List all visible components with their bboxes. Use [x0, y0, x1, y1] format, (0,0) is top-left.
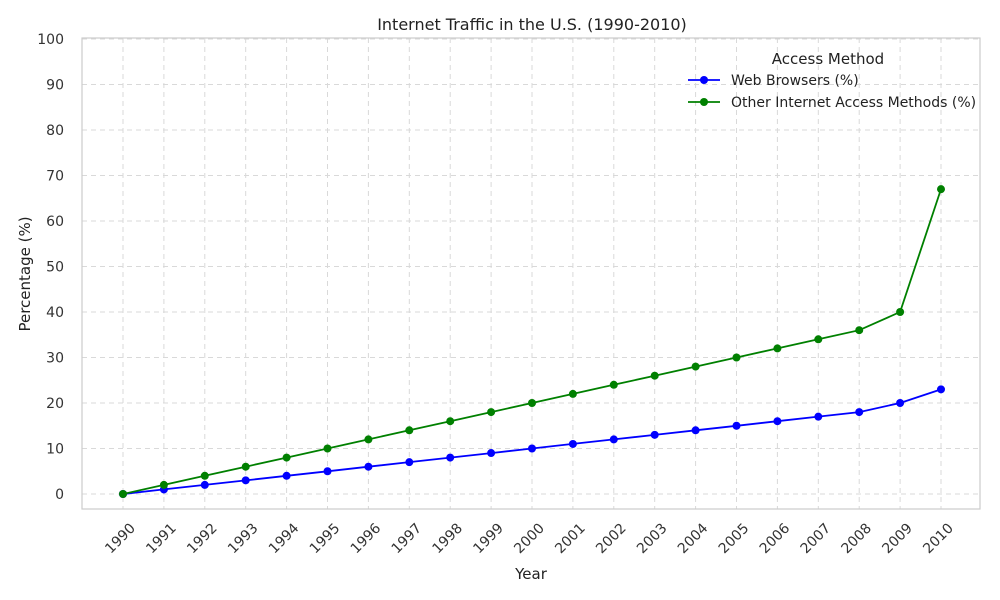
x-tick-label: 2006: [757, 520, 794, 557]
x-tick-label: 1996: [348, 520, 385, 557]
data-point: [773, 417, 782, 426]
data-point: [691, 362, 700, 371]
data-point: [241, 462, 250, 471]
data-point: [364, 435, 373, 444]
data-point: [814, 335, 823, 344]
data-point: [405, 426, 414, 435]
data-point: [200, 480, 209, 489]
grid: [82, 38, 980, 509]
data-point: [487, 408, 496, 417]
series-layer: [119, 185, 945, 498]
y-tick-label: 0: [55, 487, 64, 503]
x-tick-label: 1990: [102, 521, 139, 558]
legend: Access Method Web Browsers (%) Other Inte…: [688, 50, 976, 111]
y-tick-label: 80: [46, 123, 64, 139]
legend-title: Access Method: [772, 50, 884, 68]
x-tick-label: 2009: [879, 521, 916, 558]
data-point: [937, 185, 945, 194]
y-tick-label: 90: [46, 78, 64, 94]
data-point: [282, 453, 291, 462]
data-point: [814, 412, 823, 421]
x-tick-label: 1998: [430, 521, 467, 558]
data-point: [773, 344, 782, 353]
data-point: [528, 399, 536, 407]
data-point: [855, 408, 864, 417]
data-point: [528, 444, 536, 453]
data-point: [937, 385, 945, 394]
series-2: [119, 185, 945, 498]
x-tick-label: 1997: [389, 521, 426, 558]
x-tick-label: 2005: [716, 521, 753, 558]
y-tick-label: 100: [37, 32, 64, 48]
y-tick-label: 10: [46, 442, 64, 458]
data-point: [650, 371, 659, 380]
x-tick-label: 2004: [675, 520, 712, 557]
x-tick-label: 2007: [798, 521, 835, 558]
x-tick-label: 2008: [839, 521, 876, 558]
data-point: [650, 430, 659, 439]
data-point: [364, 462, 373, 471]
y-tick-label: 20: [46, 396, 64, 412]
y-axis-label: Percentage (%): [16, 216, 34, 331]
x-tick-label: 1992: [184, 521, 221, 558]
data-point: [446, 453, 455, 462]
legend-swatch-marker: [700, 76, 708, 84]
y-tick-label: 40: [46, 305, 64, 321]
x-tick-label: 2001: [552, 521, 589, 558]
x-tick-labels: 1990 1991 1992 1993 1994 1995 1996 1997 1998 1999…: [102, 520, 957, 557]
legend-label: Other Internet Access Methods (%): [731, 95, 976, 111]
x-tick-label: 2002: [593, 521, 630, 558]
x-tick-label: 1999: [470, 521, 507, 558]
x-tick-label: 1993: [225, 521, 262, 558]
y-tick-labels: 0 10 20 30 40 50 60 70 80 90 100: [37, 32, 64, 503]
data-point: [405, 458, 414, 467]
legend-items: Web Browsers (%) Other Internet Access Me…: [688, 73, 976, 111]
data-point: [732, 421, 741, 430]
legend-swatch-marker: [700, 98, 708, 106]
data-point: [568, 389, 577, 398]
data-point: [323, 444, 332, 453]
y-tick-label: 30: [46, 351, 64, 367]
x-tick-label: 1995: [307, 521, 344, 558]
x-tick-label: 2003: [634, 521, 671, 558]
x-tick-label: 2000: [511, 521, 548, 558]
y-tick-label: 60: [46, 214, 64, 230]
y-tick-label: 50: [46, 260, 64, 276]
x-tick-label: 2010: [920, 521, 957, 558]
data-point: [282, 471, 291, 480]
data-point: [691, 426, 700, 435]
y-tick-label: 70: [46, 169, 64, 185]
chart-title: Internet Traffic in the U.S. (1990-2010): [377, 15, 687, 34]
data-point: [896, 308, 905, 316]
x-tick-label: 1994: [266, 520, 303, 557]
data-point: [896, 399, 905, 407]
data-point: [609, 380, 618, 389]
data-point: [200, 471, 209, 480]
x-axis-label: Year: [514, 565, 548, 583]
data-point: [609, 435, 618, 444]
data-point: [855, 326, 864, 335]
legend-label: Web Browsers (%): [731, 73, 859, 89]
data-point: [732, 353, 741, 362]
plot-frame: [81, 37, 981, 510]
data-point: [487, 449, 496, 458]
data-point: [568, 439, 577, 448]
legend-item: Other Internet Access Methods (%): [688, 95, 976, 111]
data-point: [159, 480, 168, 489]
data-point: [241, 476, 250, 485]
data-point: [323, 467, 332, 476]
legend-item: Web Browsers (%): [688, 73, 859, 89]
data-point: [446, 417, 455, 426]
x-tick-label: 1991: [143, 521, 180, 558]
data-point: [119, 490, 127, 498]
